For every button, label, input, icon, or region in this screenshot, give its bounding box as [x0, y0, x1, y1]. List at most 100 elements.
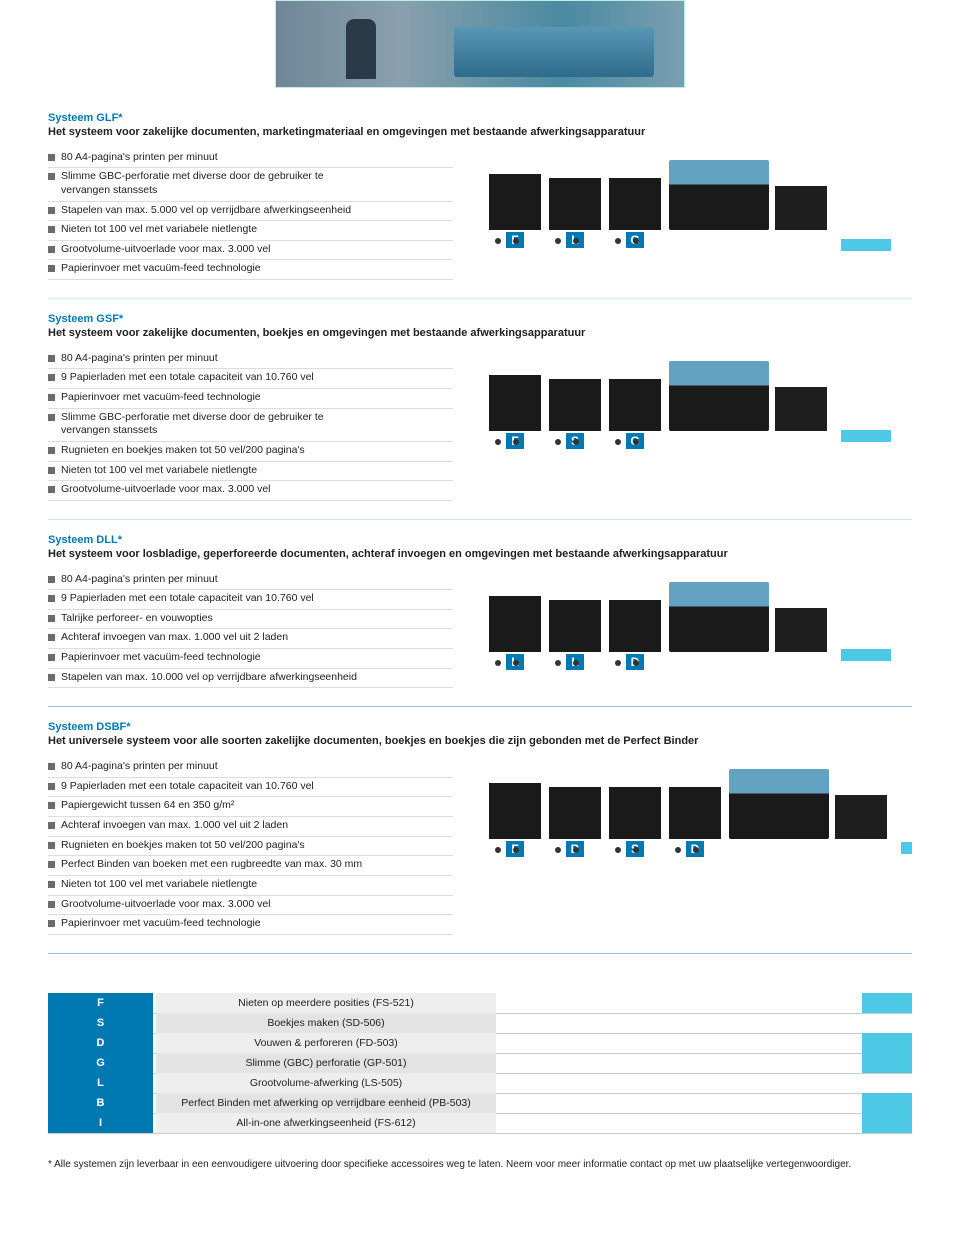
bullet-icon	[48, 654, 55, 661]
system-subtitle: Het systeem voor zakelijke documenten, b…	[48, 327, 912, 340]
legend-desc: All-in-one afwerkingseenheid (FS-612)	[156, 1113, 496, 1133]
system-title: Systeem DLL*	[48, 534, 912, 546]
legend-row: GSlimme (GBC) perforatie (GP-501)	[48, 1054, 912, 1074]
accent-bar	[901, 842, 912, 854]
legend-code: L	[48, 1073, 153, 1093]
bullet-icon	[48, 467, 55, 474]
legend-code: F	[48, 993, 153, 1013]
system-subtitle: Het universele systeem voor alle soorten…	[48, 735, 912, 748]
legend-row: SBoekjes maken (SD-506)	[48, 1014, 912, 1034]
legend-row: BPerfect Binden met afwerking op verrijd…	[48, 1094, 912, 1114]
system-subtitle: Het systeem voor losbladige, geperforeer…	[48, 548, 912, 561]
bullet-text: Achteraf invoegen van max. 1.000 vel uit…	[61, 819, 453, 833]
bullet-row: Grootvolume-uitvoerlade voor max. 3.000 …	[48, 896, 453, 916]
accent-bar	[862, 1033, 912, 1053]
legend-code: G	[48, 1053, 153, 1073]
engine-unit	[669, 361, 769, 431]
bullet-icon	[48, 265, 55, 272]
printer-figure: FSG	[483, 350, 813, 445]
separator	[48, 519, 912, 520]
system-block: Systeem GLF* Het systeem voor zakelijke d…	[48, 112, 912, 280]
bullet-icon	[48, 901, 55, 908]
bullet-row: Rugnieten en boekjes maken tot 50 vel/20…	[48, 442, 453, 462]
separator	[48, 706, 912, 707]
accent-bar	[841, 649, 891, 661]
bullet-icon	[48, 173, 55, 180]
bullet-icon	[48, 576, 55, 583]
feeder-unit	[775, 608, 827, 652]
bullet-row: 9 Papierladen met een totale capaciteit …	[48, 590, 453, 610]
bullet-row: Slimme GBC-perforatie met diverse door d…	[48, 409, 453, 442]
bullet-row: Grootvolume-uitvoerlade voor max. 3.000 …	[48, 481, 453, 501]
system-title: Systeem DSBF*	[48, 721, 912, 733]
bullet-row: Rugnieten en boekjes maken tot 50 vel/20…	[48, 837, 453, 857]
systems-container: Systeem GLF* Het systeem voor zakelijke d…	[48, 112, 912, 935]
bullet-row: 80 A4-pagina's printen per minuut	[48, 149, 453, 169]
bullet-text: 80 A4-pagina's printen per minuut	[61, 760, 453, 774]
bullet-icon	[48, 920, 55, 927]
bullet-row: Papierinvoer met vacuüm-feed technologie	[48, 389, 453, 409]
system-subtitle: Het systeem voor zakelijke documenten, m…	[48, 126, 912, 139]
printer-figure: LLD	[483, 571, 813, 666]
bullet-text: 80 A4-pagina's printen per minuut	[61, 573, 453, 587]
bullet-row: Papiergewicht tussen 64 en 350 g/m²	[48, 797, 453, 817]
legend-desc: Grootvolume-afwerking (LS-505)	[156, 1073, 496, 1093]
bullet-text: Papiergewicht tussen 64 en 350 g/m²	[61, 799, 453, 813]
legend-desc: Slimme (GBC) perforatie (GP-501)	[156, 1053, 496, 1073]
bullet-text: Stapelen van max. 5.000 vel op verrijdba…	[61, 204, 453, 218]
bullet-text: Perfect Binden van boeken met een rugbre…	[61, 858, 453, 872]
bullet-icon	[48, 822, 55, 829]
bullet-icon	[48, 595, 55, 602]
bullet-row: Slimme GBC-perforatie met diverse door d…	[48, 168, 453, 201]
bullet-row: 9 Papierladen met een totale capaciteit …	[48, 369, 453, 389]
legend-desc: Perfect Binden met afwerking op verrijdb…	[156, 1093, 496, 1113]
bullet-row: Achteraf invoegen van max. 1.000 vel uit…	[48, 817, 453, 837]
bullet-text: Nieten tot 100 vel met variabele nietlen…	[61, 878, 453, 892]
feeder-unit	[775, 186, 827, 230]
bullet-row: Nieten tot 100 vel met variabele nietlen…	[48, 876, 453, 896]
system-title: Systeem GLF*	[48, 112, 912, 124]
bullet-list: 80 A4-pagina's printen per minuut9 Papie…	[48, 758, 453, 935]
legend-row: IAll-in-one afwerkingseenheid (FS-612)	[48, 1114, 912, 1134]
bullet-row: 80 A4-pagina's printen per minuut	[48, 758, 453, 778]
bullet-row: Achteraf invoegen van max. 1.000 vel uit…	[48, 629, 453, 649]
accent-bar	[862, 1053, 912, 1073]
legend-code: B	[48, 1093, 153, 1113]
bullet-text: Achteraf invoegen van max. 1.000 vel uit…	[61, 631, 453, 645]
bullet-row: Talrijke perforeer- en vouwopties	[48, 610, 453, 630]
legend-code: S	[48, 1013, 153, 1033]
bullet-text: Papierinvoer met vacuüm-feed technologie	[61, 917, 453, 931]
bullet-list: 80 A4-pagina's printen per minuut 9 Papie…	[48, 571, 453, 689]
bullet-icon	[48, 674, 55, 681]
bullet-text: Talrijke perforeer- en vouwopties	[61, 612, 453, 626]
system-block: Systeem DSBF* Het universele systeem voor…	[48, 721, 912, 934]
bullet-icon	[48, 783, 55, 790]
bullet-text: 80 A4-pagina's printen per minuut	[61, 352, 453, 366]
engine-unit	[669, 160, 769, 230]
legend-desc: Vouwen & perforeren (FD-503)	[156, 1033, 496, 1053]
system-title: Systeem GSF*	[48, 313, 912, 325]
bullet-row: 80 A4-pagina's printen per minuut	[48, 350, 453, 370]
bullet-icon	[48, 447, 55, 454]
bullet-text: 80 A4-pagina's printen per minuut	[61, 151, 453, 165]
hero-photo	[275, 0, 685, 88]
bullet-text: Slimme GBC-perforatie met diverse door d…	[61, 411, 453, 438]
bullet-list: 80 A4-pagina's printen per minuut Slimme …	[48, 149, 453, 280]
bullet-text: Grootvolume-uitvoerlade voor max. 3.000 …	[61, 243, 453, 257]
bullet-text: Papierinvoer met vacuüm-feed technologie	[61, 262, 453, 276]
bullet-icon	[48, 355, 55, 362]
bullet-icon	[48, 842, 55, 849]
printer-figure: FBSD	[483, 758, 873, 853]
legend-row: FNieten op meerdere posities (FS-521)	[48, 994, 912, 1014]
bullet-row: Stapelen van max. 5.000 vel op verrijdba…	[48, 202, 453, 222]
bullet-icon	[48, 246, 55, 253]
bullet-row: Perfect Binden van boeken met een rugbre…	[48, 856, 453, 876]
separator	[48, 298, 912, 299]
bullet-text: Papierinvoer met vacuüm-feed technologie	[61, 391, 453, 405]
bullet-row: Papierinvoer met vacuüm-feed technologie	[48, 915, 453, 935]
legend-row: DVouwen & perforeren (FD-503)	[48, 1034, 912, 1054]
bullet-icon	[48, 634, 55, 641]
legend-row: LGrootvolume-afwerking (LS-505)	[48, 1074, 912, 1094]
printer-figure: FLG	[483, 149, 813, 244]
bullet-text: Papierinvoer met vacuüm-feed technologie	[61, 651, 453, 665]
